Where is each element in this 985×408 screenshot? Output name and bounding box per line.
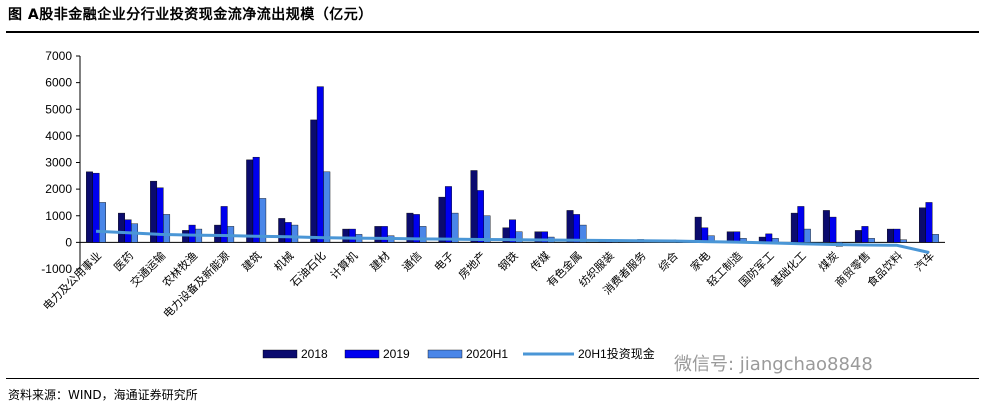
x-tick-label: 传媒: [528, 249, 553, 274]
bar-2018: [374, 226, 382, 243]
legend-swatch-2019: [344, 349, 380, 359]
x-tick-label: 钢铁: [496, 249, 521, 274]
bar-2018: [86, 171, 93, 243]
legend-label-2018: 2018: [301, 347, 328, 361]
bar-2019: [925, 202, 933, 243]
title-rule: [6, 31, 979, 33]
bar-2019: [284, 222, 292, 243]
bar-2020H1: [483, 215, 491, 243]
bar-2018: [790, 212, 798, 243]
legend-swatch-2018: [262, 349, 298, 359]
x-tick-label: 计算机: [327, 249, 360, 282]
bar-2018: [118, 212, 126, 243]
y-tick-label: 4000: [45, 129, 72, 143]
bar-2019: [380, 226, 388, 243]
bar-2018: [342, 228, 350, 243]
x-tick-label: 房地产: [455, 249, 488, 282]
legend-swatch-2020H1: [427, 349, 463, 359]
x-tick-label: 食品饮料: [864, 249, 905, 290]
bar-2020H1: [291, 224, 299, 243]
bar-2018: [278, 218, 286, 243]
bar-2019: [124, 219, 132, 243]
bar-2019: [797, 206, 805, 243]
x-tick-label: 综合: [655, 249, 680, 274]
bar-2018: [854, 230, 862, 243]
bar-2019: [477, 190, 484, 243]
bar-2019: [573, 214, 581, 243]
legend-label-2020H1: 2020H1: [466, 347, 508, 361]
bar-2019: [252, 156, 260, 243]
chart-title: 图 A股非金融企业分行业投资现金流净流出规模（亿元）: [8, 7, 373, 23]
bar-2019: [829, 216, 837, 243]
bar-2018: [694, 216, 702, 243]
bar-2020H1: [515, 231, 523, 243]
x-tick-label: 建筑: [239, 249, 264, 274]
line-20h1-ratio: [95, 229, 930, 254]
x-tick-label: 基础化工: [768, 249, 809, 290]
bar-2020H1: [419, 226, 427, 243]
bar-2018: [566, 210, 574, 243]
x-tick-label: 通信: [400, 249, 425, 274]
y-tick-label: 1000: [45, 209, 72, 223]
bar-2018: [886, 228, 894, 243]
bar-2019: [444, 186, 452, 243]
bar-2020H1: [99, 202, 106, 243]
bar-2019: [893, 228, 901, 243]
y-tick-label: 3000: [45, 156, 72, 170]
bar-2020H1: [451, 212, 459, 243]
y-tick-label: -1000: [41, 262, 72, 276]
bar-2018: [919, 207, 926, 243]
source-note: 资料来源：WIND，海通证券研究所: [8, 388, 198, 402]
bar-2019: [509, 219, 516, 243]
bar-2020H1: [163, 214, 171, 243]
bar-2020H1: [259, 198, 267, 243]
x-tick-label: 医药: [111, 249, 136, 274]
legend-label-line: 20H1投资现金: [578, 346, 655, 361]
bar-2018: [438, 196, 446, 243]
bar-2020H1: [579, 224, 587, 243]
y-tick-label: 0: [65, 235, 72, 249]
bar-2018: [822, 210, 830, 243]
y-tick-label: 7000: [45, 49, 72, 63]
x-tick-label: 建材: [367, 249, 392, 274]
bar-2020H1: [899, 239, 907, 243]
bar-2018: [246, 159, 254, 243]
x-tick-label: 煤炭: [816, 249, 841, 274]
bar-2019: [765, 233, 773, 243]
bar-2020H1: [803, 228, 811, 243]
bar-2019: [316, 86, 324, 243]
bar-2018: [214, 224, 222, 243]
y-tick-label: 2000: [45, 182, 72, 196]
y-tick-label: 6000: [45, 76, 72, 90]
bar-2019: [220, 206, 228, 243]
wechat-watermark: 微信号: jiangchao8848: [674, 354, 873, 375]
bar-2020H1: [867, 238, 875, 243]
bar-2018: [470, 170, 478, 243]
x-tick-label: 石油石化: [287, 249, 328, 290]
x-tick-label: 家电: [687, 249, 712, 274]
bar-2020H1: [323, 171, 331, 243]
legend-label-2019: 2019: [383, 347, 410, 361]
bar-2019: [861, 226, 869, 243]
x-tick-label: 机械: [271, 249, 296, 274]
x-tick-label: 电子: [432, 249, 457, 274]
source-rule: [6, 378, 979, 379]
x-tick-label: 电力及公用事业: [41, 249, 105, 313]
y-tick-label: 5000: [45, 102, 72, 116]
bar-2019: [348, 228, 356, 243]
bar-2020H1: [932, 234, 939, 243]
bar-2018: [310, 119, 318, 243]
